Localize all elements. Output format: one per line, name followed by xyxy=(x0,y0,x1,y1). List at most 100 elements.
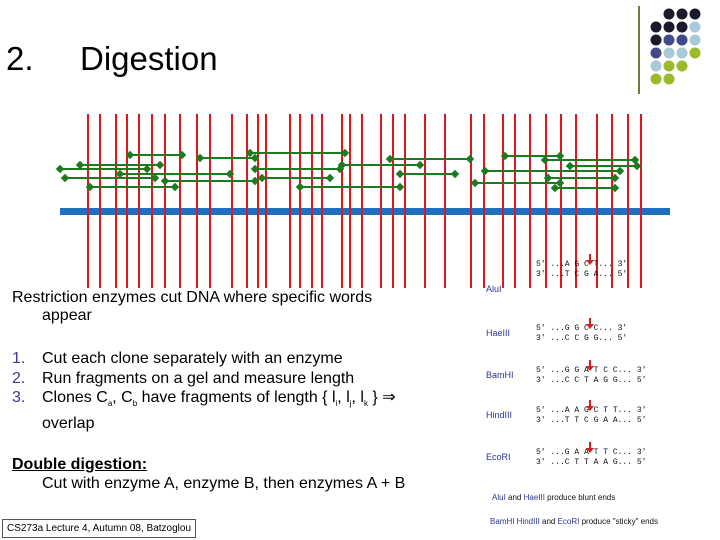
digestion-diagram xyxy=(55,114,670,288)
enzyme-site-top: 5' ...G A A T T C... 3' xyxy=(536,448,646,457)
step-number: 3. xyxy=(12,389,26,406)
enzyme-site-top: 5' ...G G A T C C... 3' xyxy=(536,366,646,375)
clone-endpoint xyxy=(250,164,260,174)
clone-endpoint xyxy=(470,178,480,188)
clone-endpoint xyxy=(85,182,95,192)
cut-arrow-head xyxy=(586,406,594,411)
enzyme-site-bottom: 3' ...T C G A... 5' xyxy=(536,270,627,279)
enzyme-site-top: 5' ...A G C T... 3' xyxy=(536,260,627,269)
decorative-dot xyxy=(650,73,662,85)
decorative-dot xyxy=(689,21,701,33)
step-text-part: Clones C xyxy=(42,389,108,406)
clone-endpoint xyxy=(160,176,170,186)
enzyme-site-bottom: 3' ...C T T A A G... 5' xyxy=(536,458,646,467)
decorative-dot xyxy=(663,47,675,59)
clone-endpoint xyxy=(340,148,350,158)
enzyme-name: BamHI xyxy=(486,370,514,380)
genome-bar xyxy=(60,208,670,215)
enzyme-note-part: produce blunt ends xyxy=(547,493,615,502)
steps-list: 1. Cut each clone separately with an enz… xyxy=(12,349,482,433)
clone-endpoint xyxy=(500,151,510,161)
clone-endpoint xyxy=(450,169,460,179)
clone-endpoint xyxy=(555,151,565,161)
decorative-dot xyxy=(663,8,675,20)
clone-endpoint xyxy=(257,173,267,183)
decorative-dot-grid xyxy=(650,8,701,85)
double-digestion: Double digestion: Cut with enzyme A, enz… xyxy=(12,455,405,493)
decorative-dot xyxy=(676,47,688,59)
cut-arrow-head xyxy=(586,448,594,453)
clone-fragments xyxy=(55,148,642,193)
list-item: 2. Run fragments on a gel and measure le… xyxy=(12,369,482,389)
clone-endpoint xyxy=(55,164,65,174)
enzyme-note-part: HaeIII xyxy=(524,493,548,502)
clone-endpoint xyxy=(142,164,152,174)
intro-line-2: appear xyxy=(42,307,92,324)
clone-endpoint xyxy=(337,160,347,170)
step-text-part: } ⇒ xyxy=(367,389,396,406)
intro-text: Restriction enzymes cut DNA where specif… xyxy=(12,289,442,325)
enzyme-note-part: HindIII xyxy=(517,517,542,526)
step-text: Cut each clone separately with an enzyme xyxy=(42,350,343,367)
clone-endpoint xyxy=(480,166,490,176)
enzyme-site-top: 5' ...A A G C T T... 3' xyxy=(536,406,646,415)
enzyme-site-bottom: 3' ...C C T A G G... 5' xyxy=(536,376,646,385)
enzyme-table: AluI 5' ...A G C T... 3'3' ...T C G A... … xyxy=(486,254,658,526)
list-item: 1. Cut each clone separately with an enz… xyxy=(12,349,482,369)
decorative-dot xyxy=(663,60,675,72)
decorative-dot xyxy=(676,60,688,72)
double-digestion-heading: Double digestion: xyxy=(12,456,148,473)
enzyme-note-part: and xyxy=(508,493,524,502)
subscript: b xyxy=(132,399,138,409)
decorative-dot xyxy=(689,34,701,46)
cut-lines xyxy=(87,114,642,288)
clone-endpoint xyxy=(415,160,425,170)
subscript: a xyxy=(107,399,113,409)
enzyme-name: AluI xyxy=(486,284,502,294)
decorative-vertical-line xyxy=(638,6,640,94)
enzyme-site-bottom: 3' ...T T C G A A... 5' xyxy=(536,416,646,425)
enzyme-note-part: and xyxy=(542,517,558,526)
clone-endpoint xyxy=(395,182,405,192)
clone-endpoint xyxy=(540,155,550,165)
clone-endpoint xyxy=(155,160,165,170)
intro-line-1: Restriction enzymes cut DNA where specif… xyxy=(12,289,373,306)
cut-arrow-head xyxy=(586,324,594,329)
clone-endpoint xyxy=(75,160,85,170)
decorative-dot xyxy=(676,34,688,46)
clone-endpoint xyxy=(565,161,575,171)
double-digestion-text: Cut with enzyme A, enzyme B, then enzyme… xyxy=(42,475,406,492)
step-text: Run fragments on a gel and measure lengt… xyxy=(42,369,355,387)
list-item: 3. Clones Ca, Cb have fragments of lengt… xyxy=(12,388,482,433)
enzyme-note-part: produce "sticky" ends xyxy=(582,517,658,526)
enzyme-site-bottom: 3' ...C C G G... 5' xyxy=(536,334,627,343)
decorative-dot xyxy=(650,60,662,72)
clone-endpoint xyxy=(60,173,70,183)
step-text-part: , C xyxy=(112,389,133,406)
step-number: 1. xyxy=(12,350,26,367)
decorative-dot xyxy=(689,47,701,59)
enzyme-note-part: BamHI xyxy=(490,517,517,526)
decorative-dot xyxy=(650,47,662,59)
cut-arrow-head xyxy=(586,260,594,265)
decorative-dot xyxy=(663,21,675,33)
enzyme-note-sticky: BamHI HindIII and EcoRI produce "sticky"… xyxy=(490,517,658,526)
decorative-dot xyxy=(676,8,688,20)
decorative-dot xyxy=(689,8,701,20)
clone-endpoint xyxy=(295,182,305,192)
step-text: Clones Ca, Cb have fragments of length {… xyxy=(42,389,396,432)
clone-endpoint xyxy=(395,169,405,179)
decorative-dot xyxy=(650,34,662,46)
step-text-part: overlap xyxy=(42,414,95,432)
clone-endpoint xyxy=(170,182,180,192)
step-text-part: , l xyxy=(337,389,350,406)
step-text-part: have fragments of length { l xyxy=(137,389,336,406)
subscript: k xyxy=(363,399,368,409)
decorative-dot xyxy=(663,73,675,85)
enzyme-note-part: AluI xyxy=(492,493,508,502)
decorative-dot xyxy=(676,21,688,33)
clone-endpoint xyxy=(250,176,260,186)
decorative-dot xyxy=(650,21,662,33)
footer-citation: CS273a Lecture 4, Autumn 08, Batzoglou xyxy=(2,519,197,538)
clone-endpoint xyxy=(385,154,395,164)
